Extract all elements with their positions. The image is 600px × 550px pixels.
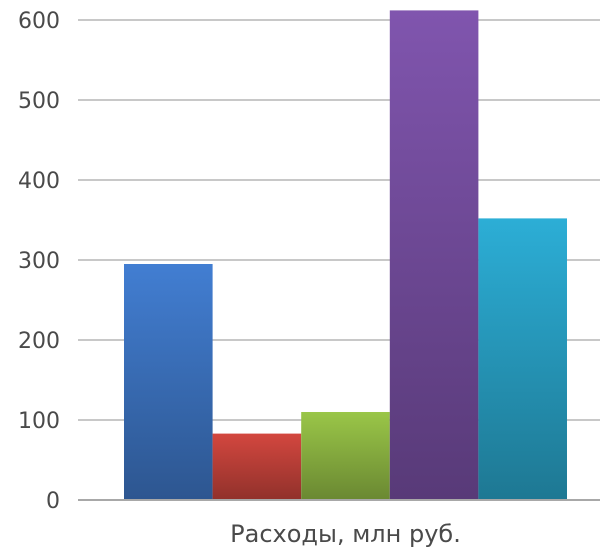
bar-1 [124,264,213,500]
y-axis-tick-labels: 0 100 200 300 400 500 600 [18,9,60,514]
x-axis-label: Расходы, млн руб. [230,520,461,548]
y-tick-label: 100 [18,409,60,434]
bar-3 [301,412,390,500]
bar-4 [389,10,479,501]
y-tick-label: 400 [18,169,60,194]
y-tick-label: 600 [18,9,60,34]
y-tick-label: 200 [18,329,60,354]
y-tick-label: 300 [18,249,60,274]
bars [124,10,567,501]
bar-5 [478,218,567,500]
bar-2 [212,433,302,500]
y-tick-label: 0 [46,489,60,514]
y-tick-label: 500 [18,89,60,114]
